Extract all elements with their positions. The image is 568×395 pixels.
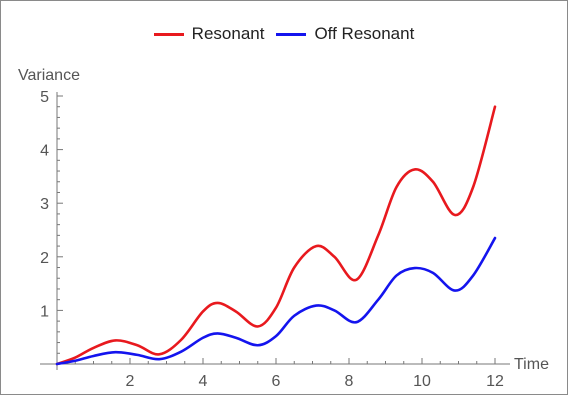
series-line-resonant (55, 105, 497, 366)
legend-label-off-resonant: Off Resonant (314, 24, 415, 43)
legend-label-resonant: Resonant (191, 24, 265, 43)
x-tick-label: 8 (345, 373, 354, 390)
x-tick-label: 10 (413, 373, 431, 390)
x-tick-label: 6 (272, 373, 281, 390)
y-tick-label: 2 (40, 250, 49, 267)
y-tick-label: 4 (40, 143, 49, 160)
y-tick-label: 3 (40, 196, 49, 213)
y-tick-label: 1 (40, 303, 49, 320)
series-line-off-resonant (55, 236, 497, 366)
x-axis-label: Time (514, 356, 549, 373)
y-axis-label: Variance (18, 67, 80, 84)
legend-swatch-off-resonant (276, 32, 307, 36)
x-tick-label: 4 (199, 373, 208, 390)
legend: Resonant Off Resonant (0, 24, 568, 44)
legend-swatch-resonant (153, 32, 184, 36)
legend-item-resonant: Resonant (153, 24, 265, 44)
x-tick-label: 2 (126, 373, 135, 390)
y-tick-label: 5 (40, 89, 49, 106)
series-layer (55, 105, 497, 366)
legend-item-off-resonant: Off Resonant (276, 24, 414, 44)
x-tick-label: 12 (486, 373, 504, 390)
